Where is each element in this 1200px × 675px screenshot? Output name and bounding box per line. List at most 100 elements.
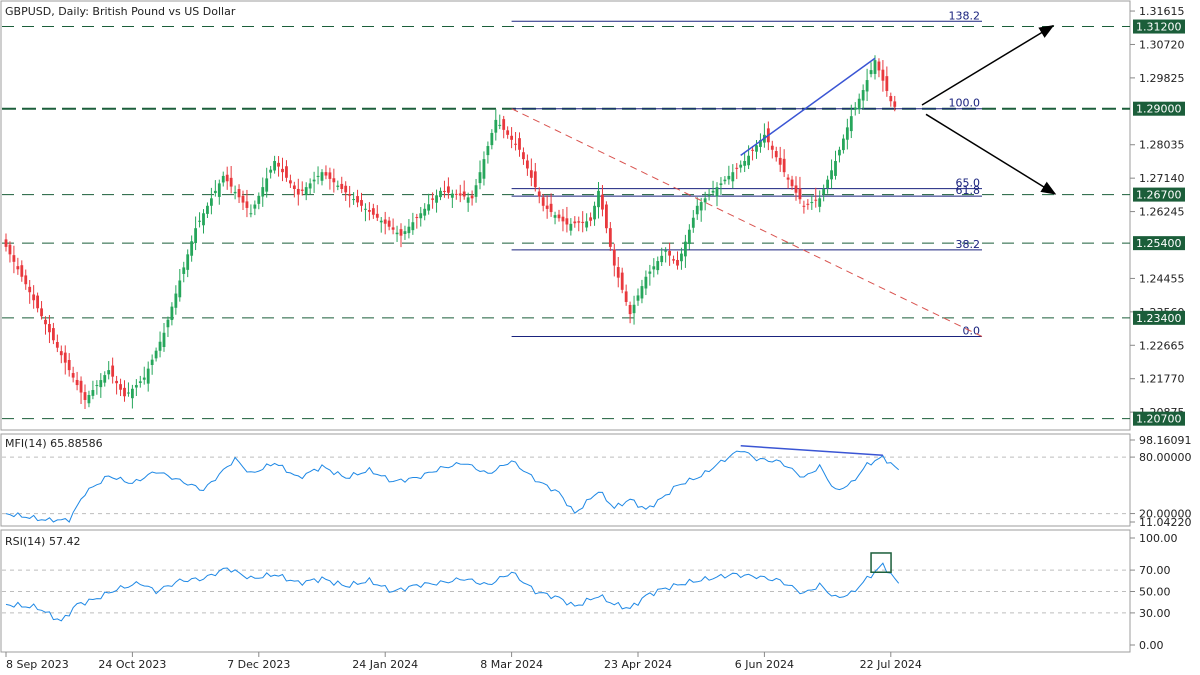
candle-body [131,388,134,399]
x-tick-label: 6 Jun 2024 [735,658,794,671]
candle-body [676,259,679,266]
candle-body [770,145,774,150]
candle-body [601,194,604,210]
candle-body [166,319,170,328]
candle-body [529,170,533,178]
candle-body [285,166,288,178]
candle-body [533,171,537,188]
candle-body [632,304,636,314]
candle-body [834,160,837,176]
candle-body [403,231,407,235]
candle-body [328,172,332,179]
candle-body [91,390,95,396]
candle-body [510,135,513,140]
axes: 1.31615 1.30720 1.29825 1.28035 1.27140 1.262… [5,5,1192,671]
mfi-divergence-line [740,445,883,456]
candle-body [170,306,174,321]
x-tick-label: 22 Jul 2024 [860,658,922,671]
candle-body [371,208,375,215]
candle-body [190,241,194,256]
candle-body [786,177,790,180]
candle-body [48,324,51,333]
candle-body [415,217,419,219]
candle-body [154,350,158,359]
candle-body [427,204,431,211]
x-tick-label: 8 Mar 2024 [480,658,543,671]
x-tick-label: 23 Apr 2024 [604,658,672,671]
price-tick-label: 1.21770 [1139,373,1185,386]
candle-body [759,140,762,147]
candle-body [289,180,292,184]
candle-body [265,178,269,192]
candle-body [447,186,450,193]
candle-body [28,286,32,293]
candle-body [620,272,624,290]
candle-body [198,220,201,222]
candle-body [162,332,166,348]
candle-body [537,191,541,197]
candle-body [628,304,632,315]
candle-body [458,193,462,196]
candle-body [640,286,644,299]
level-label-bg [1133,310,1185,325]
candle-body [83,392,87,400]
level-label-bg [1133,187,1185,202]
candle-body [865,80,869,92]
rsi-highlight-box [870,552,892,573]
candle-body [644,276,648,289]
rsi-panel [2,552,1130,622]
candle-body [391,227,395,230]
candle-body [368,210,371,212]
x-tick-label: 8 Sep 2023 [6,658,69,671]
candle-body [292,185,296,189]
candle-body [300,189,304,191]
candle-body [229,177,233,187]
candle-body [383,219,387,224]
candle-body [348,194,352,196]
candle-body [241,195,245,203]
candle-body [308,183,312,189]
candle-body [672,259,675,261]
candle-body [727,175,731,180]
candle-body [87,395,91,404]
candle-body [466,197,470,203]
price-tick-label: 1.26245 [1139,206,1185,219]
chart-title: GBPUSD, Daily: British Pound vs US Dolla… [5,5,236,18]
candle-body [652,266,656,270]
candle-body [778,157,782,165]
candle-body [375,213,379,218]
candle-body [715,187,719,197]
candle-body [545,205,549,209]
candle-body [257,195,261,204]
candle-body [75,379,79,386]
rsi-line [5,562,900,622]
candle-body [178,280,182,298]
candle-body [794,185,798,193]
candle-body [454,193,458,195]
candle-body [723,179,727,182]
candle-body [233,191,237,194]
candle-body [522,152,525,160]
rsi-title: RSI(14) 57.42 [5,535,80,548]
mfi-tick-label: 98.16091 [1139,434,1192,447]
candle-body [52,328,55,341]
candle-body [680,253,683,262]
candle-body [869,70,873,75]
candle-body [561,216,565,222]
candle-body [608,228,612,247]
fib-label: 100.0 [949,97,981,110]
candle-body [893,101,897,107]
candle-body [225,174,229,182]
x-tick-label: 7 Dec 2023 [227,658,290,671]
candle-body [4,239,8,247]
candle-body [59,351,63,356]
candle-body [40,308,43,317]
candle-body [660,255,664,263]
candle-body [399,229,403,236]
candle-body [12,255,16,262]
candle-body [593,205,596,220]
candle-body [146,368,150,384]
candle-body [217,183,221,197]
candle-body [213,190,217,194]
